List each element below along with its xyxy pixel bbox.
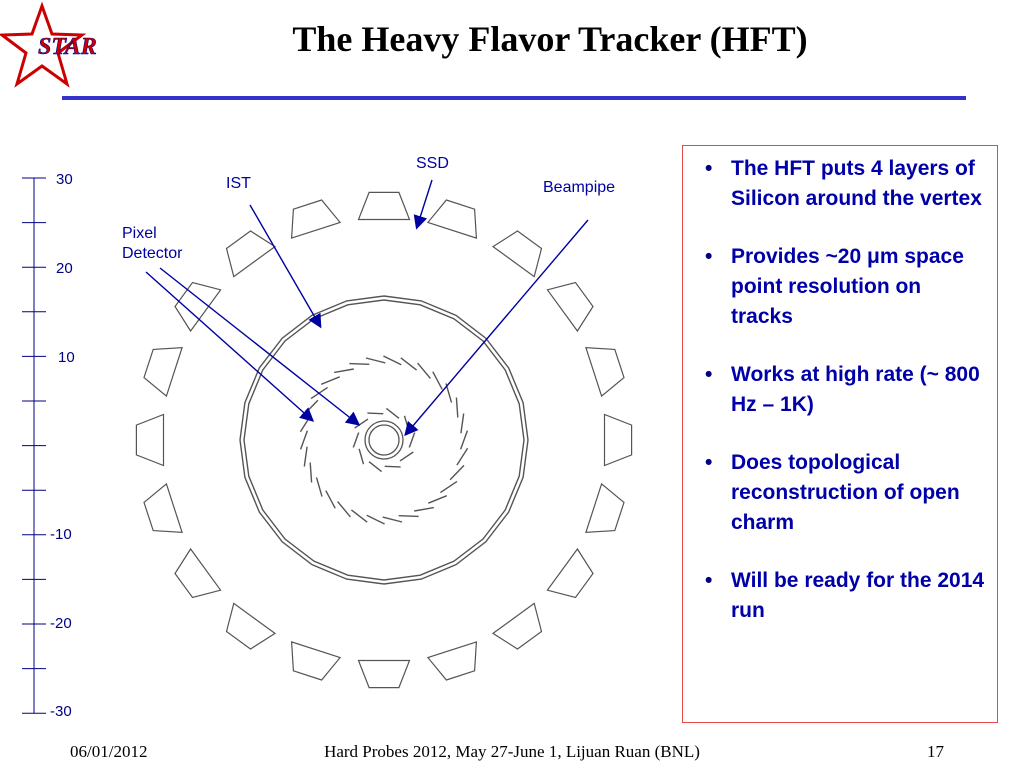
ssd-ladder — [174, 281, 222, 333]
ssd-ladder — [426, 199, 478, 239]
pixel-outer-ladder — [414, 506, 434, 512]
ssd-arrow — [413, 179, 433, 230]
ssd-ladder — [225, 230, 277, 278]
ist-ring — [243, 299, 525, 581]
footer-date: 06/01/2012 — [70, 742, 148, 761]
pixel-inner-ladder — [352, 432, 360, 448]
pixel-outer-ladder — [417, 362, 431, 379]
pixel-outer-ladder — [309, 462, 313, 483]
pixel-outer-ladder — [449, 464, 465, 481]
ssd-layer — [135, 191, 633, 689]
bullet-item: The HFT puts 4 layers of Silicon around … — [699, 154, 987, 214]
slide-title: The Heavy Flavor Tracker (HFT) — [292, 19, 808, 59]
pixel-outer-ladder — [315, 477, 323, 497]
bullet-panel: The HFT puts 4 layers of Silicon around … — [682, 145, 998, 723]
pixel-outer-ladder — [398, 515, 419, 518]
pixel-inner-ladder — [408, 432, 416, 448]
ssd-ladder — [143, 346, 183, 398]
pixel-outer-ladder — [337, 501, 351, 518]
bullet-item: Will be ready for the 2014 run — [699, 566, 987, 626]
footer-page-number: 17 — [927, 742, 944, 761]
ssd-ladder — [290, 199, 342, 239]
pixel-outer-ladder — [459, 430, 469, 450]
ssd-ladder — [603, 413, 633, 467]
scale-label-20: 20 — [56, 260, 73, 277]
pixel-inner-ladder — [368, 461, 383, 473]
pixel-outer-ladder — [382, 516, 403, 523]
pixel-outer-ladder — [440, 480, 458, 494]
pixel-inner-ladder — [358, 448, 365, 465]
scale-label-30: 30 — [56, 171, 73, 188]
pixel-outer-ladder — [303, 446, 308, 467]
ist-arrow — [249, 204, 322, 329]
star-logo: STAR — [0, 1, 97, 88]
bullet-list: The HFT puts 4 layers of Silicon around … — [699, 154, 987, 626]
ssd-ladder — [546, 547, 594, 599]
pixel-outer-ladder — [428, 495, 448, 504]
ssd-ladder — [426, 641, 478, 681]
pixel-outer-ladder — [320, 376, 340, 385]
ssd-ladder — [585, 482, 625, 534]
bullet-item: Does topological reconstruction of open … — [699, 448, 987, 538]
bullet-item: Provides ~20 μm space point resolution o… — [699, 242, 987, 332]
ssd-ladder — [174, 547, 222, 599]
ssd-ladder — [491, 230, 543, 278]
pixel-outer-ladder — [299, 430, 309, 450]
pixel-outer-ladder — [325, 490, 336, 509]
pixel-inner-ladder — [354, 418, 369, 429]
pixel-arrow-outer — [145, 271, 315, 422]
pixel-outer-ladder — [365, 357, 386, 364]
ist-ring — [239, 295, 529, 585]
logo-text: STAR — [38, 34, 97, 60]
ssd-ladder — [225, 602, 277, 650]
ist-layer — [239, 295, 529, 585]
ssd-ladder — [143, 482, 183, 534]
pixel-outer-ladder — [460, 413, 465, 434]
scale-label-10: 10 — [58, 349, 75, 366]
ssd-ladder — [585, 346, 625, 398]
ssd-ladder — [491, 602, 543, 650]
hft-cross-section-diagram: 30 20 10 -10 -20 -30 SSD IST Beampipe Pi… — [22, 155, 633, 720]
star-icon — [0, 1, 87, 88]
pixel-arrow-inner — [159, 267, 361, 426]
pixel-label-line1: Pixel — [122, 225, 157, 242]
pixel-outer-ladder — [366, 514, 385, 525]
beampipe-outer — [364, 420, 404, 460]
ssd-label: SSD — [416, 155, 449, 172]
pixel-outer-ladder — [432, 371, 443, 390]
pixel-outer-ladder — [349, 362, 370, 365]
pixel-outer-ladder — [383, 355, 402, 366]
pixel-label-line2: Detector — [122, 245, 183, 262]
pixel-inner-ladder — [367, 412, 384, 415]
pixel-outer-layer — [299, 355, 469, 525]
pixel-outer-ladder — [303, 399, 319, 416]
ssd-ladder — [357, 191, 411, 221]
beampipe-label: Beampipe — [543, 179, 615, 196]
bullet-item: Works at high rate (~ 800 Hz – 1K) — [699, 360, 987, 420]
scale-label-neg10: -10 — [50, 526, 72, 543]
vertical-scale — [22, 177, 46, 714]
scale-label-neg20: -20 — [50, 615, 72, 632]
pixel-inner-layer — [352, 407, 416, 473]
pixel-outer-ladder — [456, 447, 469, 466]
ssd-ladder — [290, 641, 342, 681]
pixel-outer-ladder — [350, 509, 368, 523]
ssd-ladder — [357, 659, 411, 689]
footer-conference: Hard Probes 2012, May 27-June 1, Lijuan … — [324, 742, 700, 761]
beampipe-inner — [368, 424, 400, 456]
pixel-outer-ladder — [334, 368, 354, 374]
pixel-inner-ladder — [399, 451, 414, 462]
ssd-ladder — [135, 413, 165, 467]
pixel-outer-ladder — [400, 357, 418, 371]
scale-minor-ticks — [22, 177, 46, 714]
pixel-inner-ladder — [385, 407, 400, 419]
pixel-inner-ladder — [403, 415, 410, 432]
pixel-inner-ladder — [384, 465, 401, 468]
scale-label-neg30: -30 — [50, 703, 72, 720]
pixel-outer-ladder — [455, 397, 459, 418]
ist-label: IST — [226, 175, 251, 192]
beampipe-arrow — [404, 219, 589, 437]
title-underline — [62, 96, 966, 100]
ssd-ladder — [546, 281, 594, 333]
